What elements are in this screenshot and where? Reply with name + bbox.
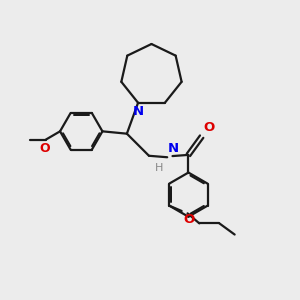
Text: O: O (203, 121, 214, 134)
Text: O: O (183, 213, 195, 226)
Text: O: O (39, 142, 50, 155)
Text: H: H (155, 163, 163, 172)
Text: N: N (133, 105, 144, 118)
Text: N: N (168, 142, 179, 155)
